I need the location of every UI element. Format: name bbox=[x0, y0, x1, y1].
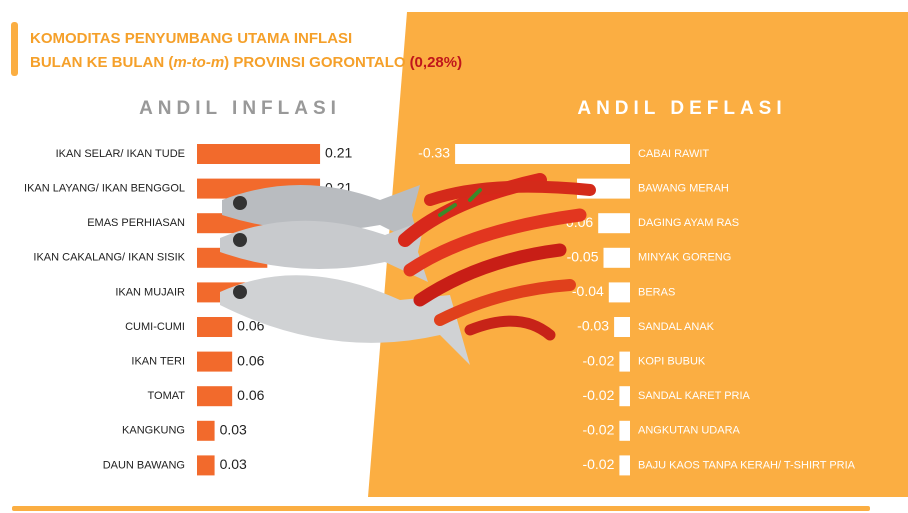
value-label: -0.02 bbox=[582, 352, 614, 368]
title-line1: KOMODITAS PENYUMBANG UTAMA INFLASI bbox=[30, 30, 352, 47]
bars: IKAN SELAR/ IKAN TUDE 0.21 IKAN LAYANG/ IK… bbox=[24, 144, 856, 476]
category-label: DAGING AYAM RAS bbox=[638, 217, 739, 229]
category-label: KOPI BUBUK bbox=[638, 356, 706, 368]
bar bbox=[619, 351, 630, 372]
bar bbox=[619, 386, 630, 407]
bar bbox=[197, 386, 233, 407]
title-line2: BULAN KE BULAN (m-to-m) PROVINSI GORONTA… bbox=[30, 54, 462, 71]
fish-illustration bbox=[220, 185, 470, 365]
bar bbox=[197, 144, 321, 164]
bar bbox=[455, 144, 630, 164]
title-part: ) PROVINSI GORONTALO bbox=[224, 54, 406, 71]
bar bbox=[598, 213, 630, 234]
category-label: IKAN TERI bbox=[131, 356, 185, 368]
category-label: IKAN CAKALANG/ IKAN SISIK bbox=[33, 252, 185, 264]
category-label: ANGKUTAN UDARA bbox=[638, 425, 741, 437]
category-label: BAJU KAOS TANPA KERAH/ T-SHIRT PRIA bbox=[638, 459, 856, 471]
value-label: 0.06 bbox=[237, 352, 264, 368]
value-label: 0.03 bbox=[220, 456, 247, 472]
title-part: BULAN KE BULAN ( bbox=[30, 54, 173, 71]
category-label: MINYAK GORENG bbox=[638, 252, 731, 264]
title-accent bbox=[11, 22, 18, 76]
bar bbox=[619, 420, 630, 441]
category-label: CUMI-CUMI bbox=[125, 321, 185, 333]
bar bbox=[608, 282, 630, 303]
category-label: SANDAL ANAK bbox=[638, 321, 715, 333]
bar bbox=[197, 351, 233, 372]
bar bbox=[614, 317, 630, 337]
chili-illustration bbox=[398, 173, 596, 341]
bar bbox=[197, 455, 215, 476]
category-label: IKAN LAYANG/ IKAN BENGGOL bbox=[24, 183, 185, 195]
category-label: TOMAT bbox=[148, 390, 186, 402]
bar bbox=[603, 247, 630, 268]
value-label: -0.33 bbox=[418, 145, 450, 161]
value-label: 0.03 bbox=[220, 422, 247, 438]
category-label: SANDAL KARET PRIA bbox=[638, 390, 751, 402]
section-title: ANDIL DEFLASI bbox=[577, 98, 786, 119]
category-label: KANGKUNG bbox=[122, 425, 185, 437]
value-label: -0.02 bbox=[582, 456, 614, 472]
deflation-background bbox=[368, 12, 908, 497]
category-label: IKAN MUJAIR bbox=[115, 286, 185, 298]
value-label: 0.06 bbox=[237, 387, 264, 403]
category-label: IKAN SELAR/ IKAN TUDE bbox=[56, 148, 185, 160]
value-label: -0.02 bbox=[582, 387, 614, 403]
category-label: BAWANG MERAH bbox=[638, 183, 729, 195]
bar bbox=[619, 455, 630, 476]
value-label: 0.21 bbox=[325, 145, 352, 161]
bar bbox=[197, 420, 215, 441]
section-title: ANDIL INFLASI bbox=[139, 98, 341, 119]
value-label: -0.02 bbox=[582, 422, 614, 438]
category-label: EMAS PERHIASAN bbox=[87, 217, 185, 229]
title-rate: (0,28%) bbox=[410, 54, 463, 71]
category-label: CABAI RAWIT bbox=[638, 148, 709, 160]
value-label: -0.04 bbox=[572, 283, 604, 299]
value-label: -0.03 bbox=[577, 318, 609, 334]
value-label: -0.05 bbox=[567, 249, 599, 265]
bar bbox=[197, 317, 233, 337]
category-label: BERAS bbox=[638, 286, 675, 298]
bottom-rule bbox=[12, 506, 870, 511]
category-label: DAUN BAWANG bbox=[103, 459, 185, 471]
title-part: m-to-m bbox=[173, 54, 224, 71]
value-label: 0.06 bbox=[237, 318, 264, 334]
